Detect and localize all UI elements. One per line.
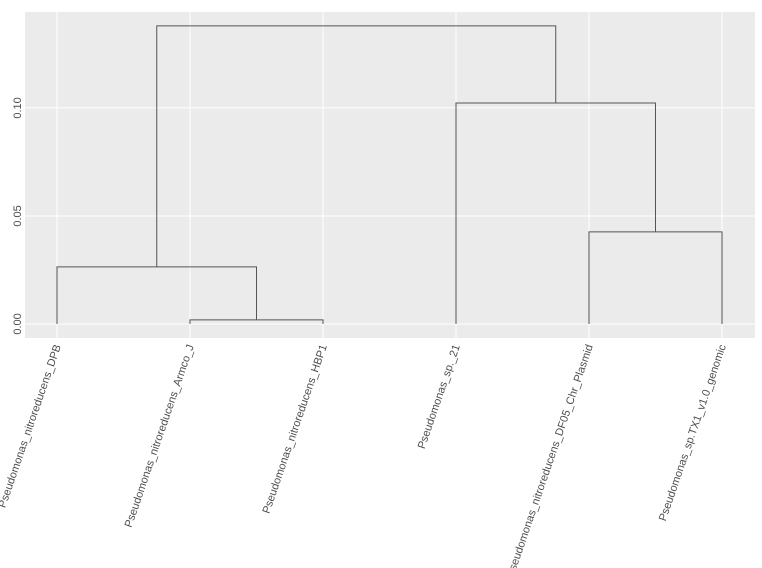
- x-tick-label: Pseudomonas_nitroreducens_HBP1: [261, 343, 330, 515]
- y-tick-label: 0.05: [12, 205, 24, 226]
- branch: [189, 319, 324, 324]
- x-tick-label: Pseudomonas_nitroreducens_Armco_J: [123, 343, 197, 529]
- x-tick-label: Pseudomonas_sp._21: [416, 343, 463, 450]
- x-tick-label: Pseudomonas_nitroreducens_DPB: [0, 343, 64, 509]
- branch: [56, 266, 257, 324]
- x-tick-label: Pseudomonas_sp.TX1_v1.0_genomic: [657, 343, 729, 523]
- y-tick-label: 0.10: [12, 97, 24, 118]
- x-tick-label: Pseudomonas_nitroreducens_DF05_Chr_Plasm…: [505, 343, 596, 568]
- y-tick-label: 0.00: [12, 313, 24, 334]
- branch: [588, 231, 723, 324]
- plot-panel: [25, 12, 755, 338]
- branch: [156, 25, 557, 267]
- branch: [455, 102, 656, 324]
